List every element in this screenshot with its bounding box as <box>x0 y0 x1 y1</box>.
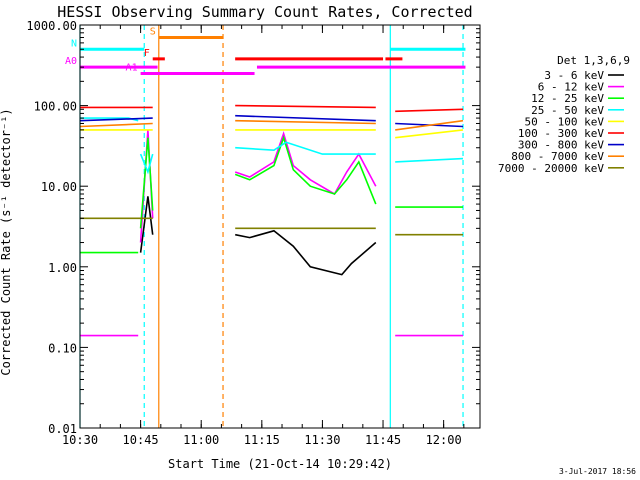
legend-label-5: 50 - 100 keV <box>525 115 605 128</box>
flag-label-s: S <box>150 26 156 37</box>
legend-label-8: 800 - 7000 keV <box>511 150 604 163</box>
x-axis-label: Start Time (21-Oct-14 10:29:42) <box>168 457 392 471</box>
legend-label-6: 100 - 300 keV <box>518 127 604 140</box>
plot-frame <box>79 24 481 429</box>
x-tick-label-5: 11:30 <box>304 433 340 447</box>
axes-layer: 10:30 10:45 11:00 11:15 11:30 11:45 12:00 0.01 0… <box>26 19 481 447</box>
legend-label-9: 7000 - 20000 keV <box>498 162 604 175</box>
chart-title: HESSI Observing Summary Count Rates, Cor… <box>57 3 472 21</box>
y-tick-label-2: 0.10 <box>48 341 77 355</box>
flag-label-n: N <box>71 38 77 49</box>
series-8-segment-3 <box>395 119 464 131</box>
x-tick-label-2: 10:45 <box>123 433 159 447</box>
x-tick-label-4: 11:15 <box>244 433 280 447</box>
series-6-segment-3 <box>395 108 464 113</box>
series-4-segment-3 <box>235 141 376 155</box>
x-tick-label-6: 11:45 <box>365 433 401 447</box>
series-7-segment-1 <box>79 117 153 122</box>
y-tick-label-4: 10.00 <box>41 180 77 194</box>
legend-label-1: 3 - 6 keV <box>544 69 604 82</box>
x-tick-label-3: 11:00 <box>183 433 219 447</box>
series-1-segment-2 <box>235 229 377 276</box>
y-axis-label: Corrected Count Rate (s⁻¹ detector⁻¹) <box>0 108 13 375</box>
legend-label-4: 25 - 50 keV <box>531 104 604 117</box>
series-4-segment-2 <box>139 153 154 175</box>
series-4-segment-4 <box>395 157 464 163</box>
series-5-segment-3 <box>395 129 464 139</box>
y-tick-label-3: 1.00 <box>48 261 77 275</box>
series-1-segment-1 <box>139 196 154 253</box>
series-8-segment-1 <box>79 122 153 128</box>
legend-label-3: 12 - 25 keV <box>531 92 604 105</box>
legend-title: Det 1,3,6,9 <box>557 54 630 67</box>
data-layer: NSFA1A0 <box>65 25 466 428</box>
flag-label-a0: A0 <box>65 56 77 67</box>
legend-label-7: 300 - 800 keV <box>518 139 604 152</box>
x-tick-label-7: 12:00 <box>426 433 462 447</box>
x-tick-label-1: 10:30 <box>62 433 98 447</box>
flag-label-f: F <box>144 48 150 59</box>
y-tick-label-6: 1000.00 <box>26 19 77 33</box>
series-3-segment-2 <box>139 137 154 229</box>
legend-label-2: 6 - 12 keV <box>538 81 605 94</box>
series-4-segment-1 <box>80 117 139 122</box>
series-7-segment-2 <box>235 114 376 122</box>
y-tick-label-5: 100.00 <box>34 100 77 114</box>
series-8-segment-2 <box>235 119 376 125</box>
series-3-segment-3 <box>234 135 377 205</box>
timestamp: 3-Jul-2017 18:56 <box>559 467 636 476</box>
y-tick-label-1: 0.01 <box>48 422 77 436</box>
series-2-segment-3 <box>234 130 377 196</box>
series-6-segment-2 <box>235 104 376 109</box>
